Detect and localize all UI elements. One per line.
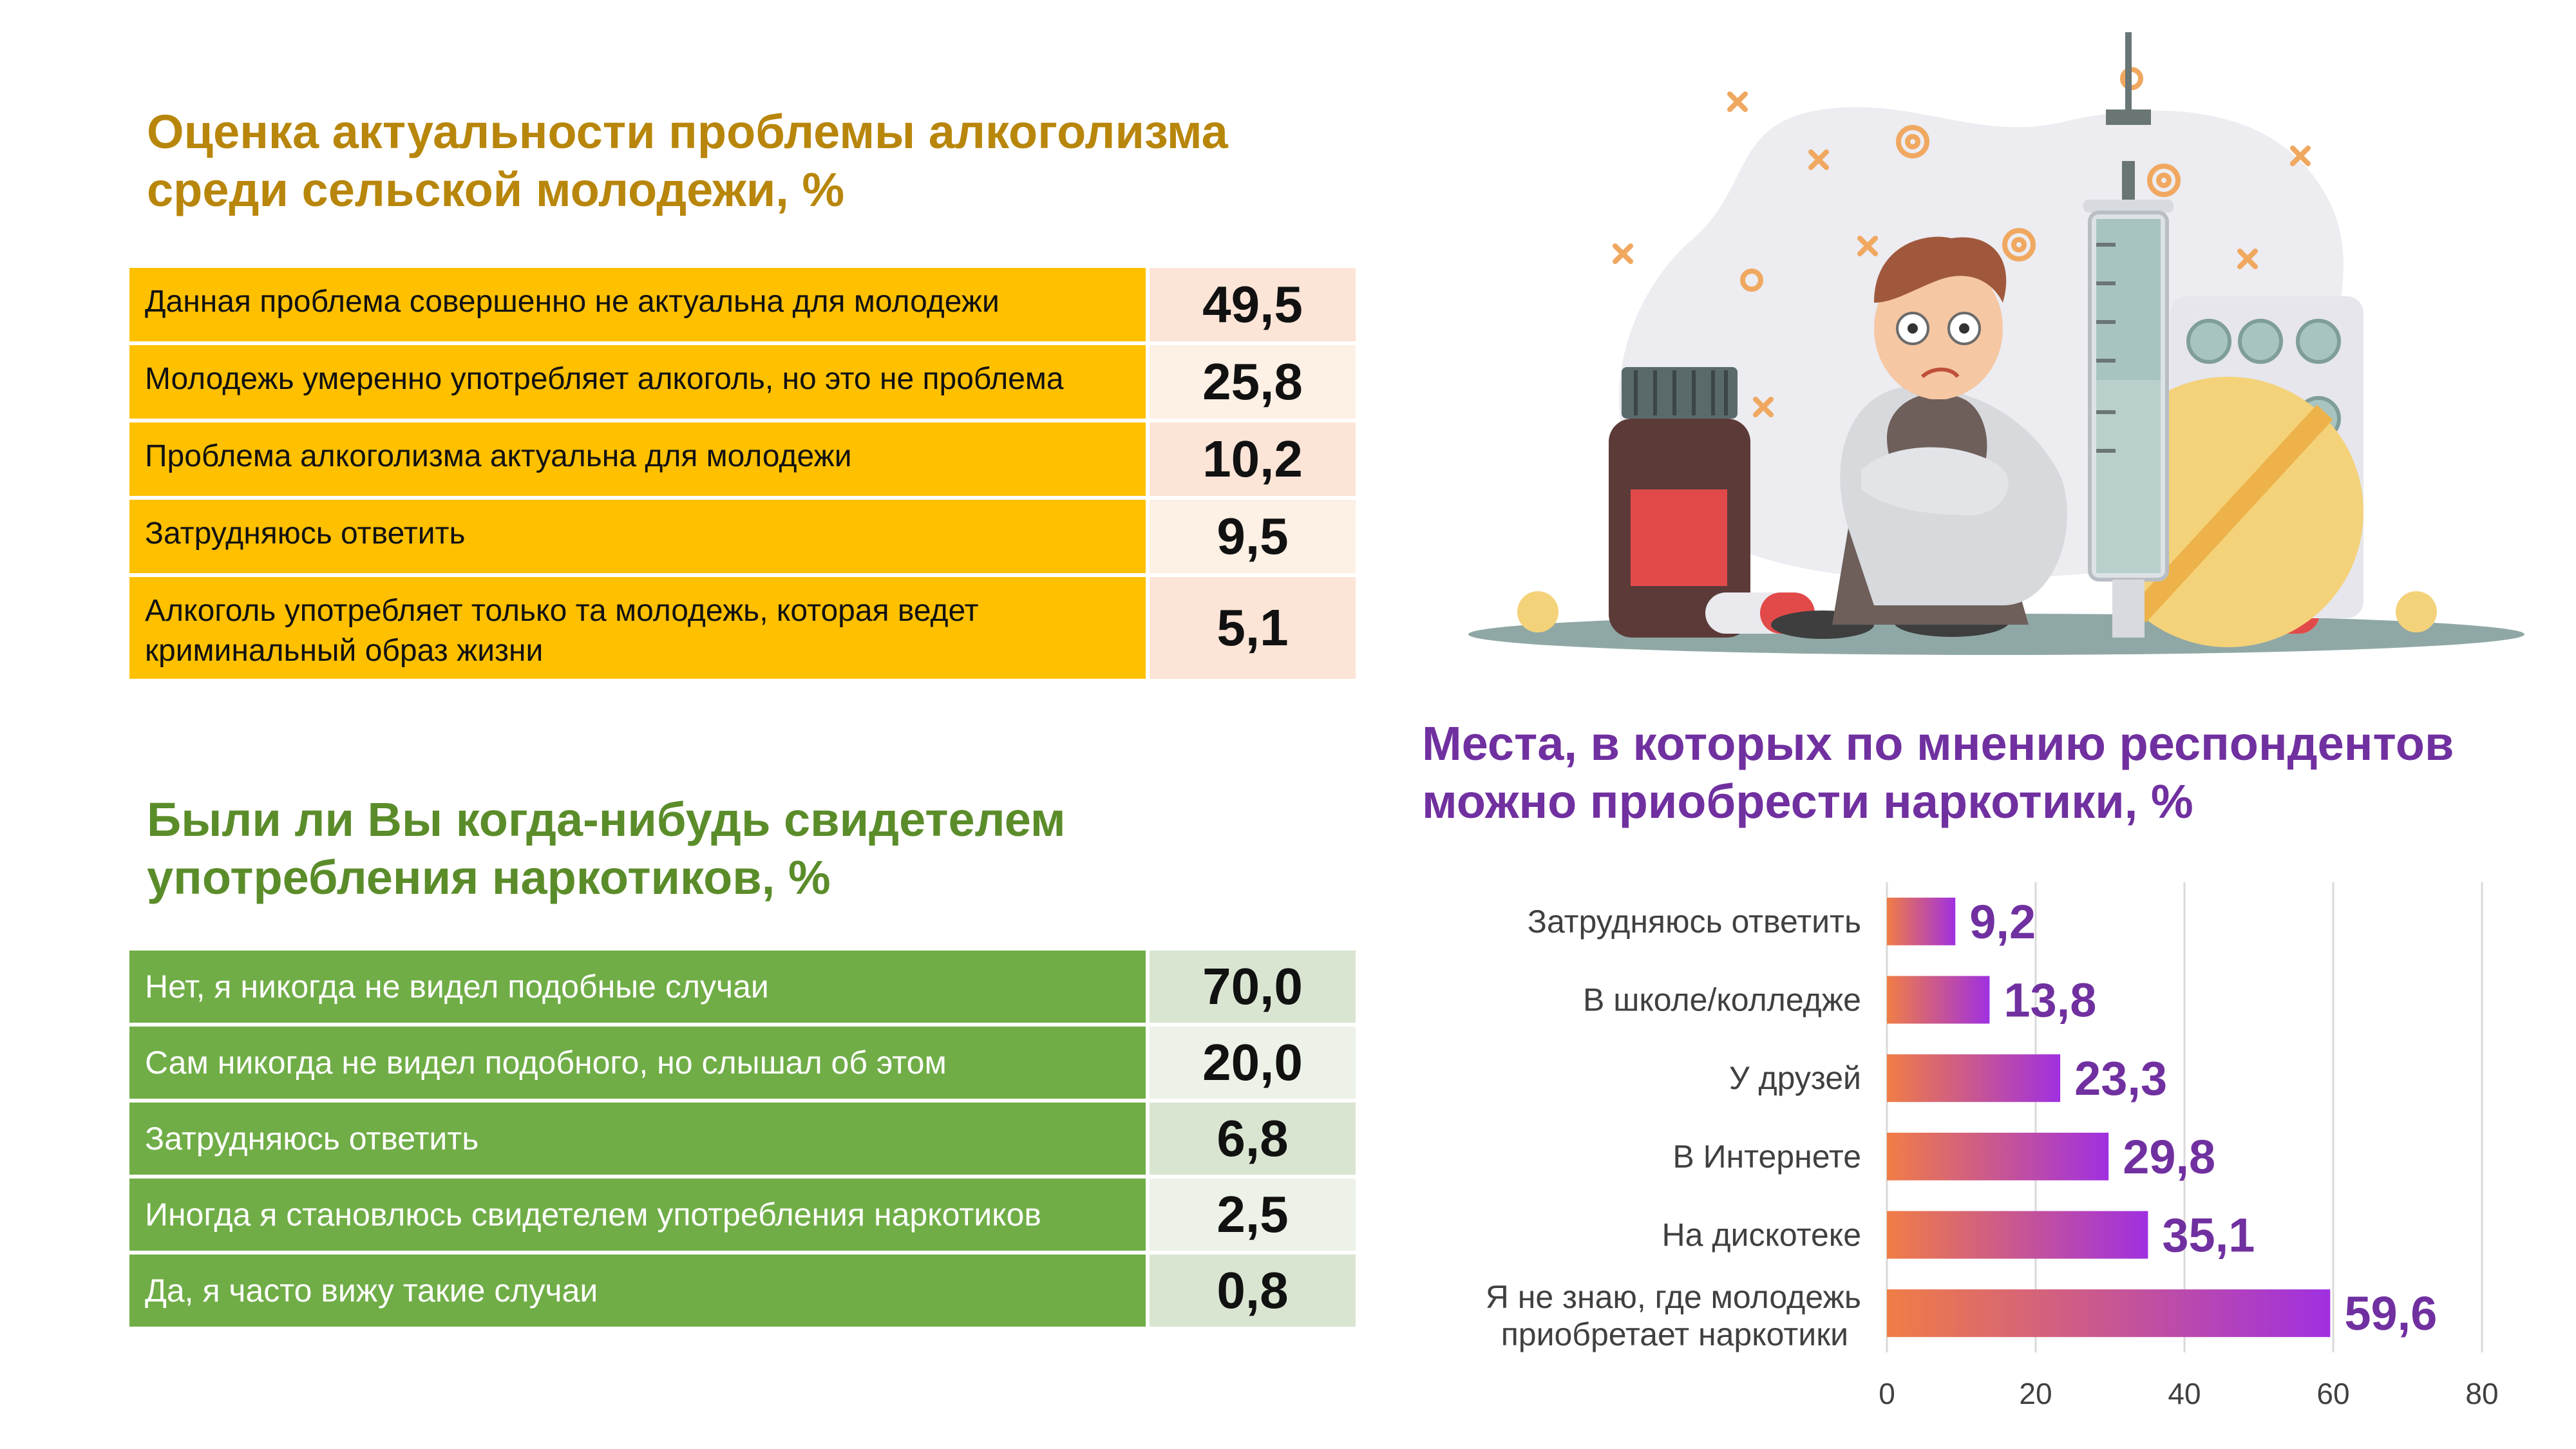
- bar: [1887, 1054, 2061, 1103]
- x-tick-label: 0: [1879, 1377, 1895, 1410]
- table-row: Нет, я никогда не видел подобные случаи …: [126, 947, 1359, 1027]
- row-value: 25,8: [1146, 341, 1359, 422]
- drug-sources-bar-chart: 0 20 40 60 80 9,2 Затрудняюсь ответить 13,8 В шк…: [1486, 882, 2499, 1410]
- bar: [1887, 1132, 2109, 1180]
- sad-boy-illustration-icon: [1468, 32, 2524, 655]
- row-value: 49,5: [1146, 264, 1359, 345]
- category-label: Затрудняюсь ответить: [1528, 904, 1861, 940]
- data-label: 59,6: [2344, 1287, 2437, 1340]
- table-row: Алкоголь употребляет только та молодежь,…: [126, 573, 1359, 683]
- row-label: Молодежь умеренно употребляет алкоголь, …: [126, 341, 1150, 422]
- table-row: Да, я часто вижу такие случаи 0,8: [126, 1251, 1359, 1331]
- x-tick-label: 80: [2465, 1377, 2498, 1410]
- row-value: 10,2: [1146, 419, 1359, 500]
- row-value: 5,1: [1146, 573, 1359, 683]
- data-label: 13,8: [2003, 974, 2096, 1027]
- row-value: 0,8: [1146, 1251, 1359, 1331]
- row-label: Данная проблема совершенно не актуальна …: [126, 264, 1150, 345]
- table-row: Проблема алкоголизма актуальна для молод…: [126, 419, 1359, 500]
- table-row: Иногда я становлюсь свидетелем употребле…: [126, 1175, 1359, 1255]
- category-label: Я не знаю, где молодежь приобретает нарко…: [1486, 1279, 1861, 1352]
- data-label: 23,3: [2074, 1052, 2167, 1105]
- table-row: Затрудняюсь ответить 6,8: [126, 1099, 1359, 1179]
- row-label: Да, я часто вижу такие случаи: [126, 1251, 1150, 1331]
- row-value: 6,8: [1146, 1099, 1359, 1179]
- bar: [1887, 1211, 2148, 1259]
- alcohol-survey-table: Данная проблема совершенно не актуальна …: [126, 264, 1359, 683]
- row-value: 2,5: [1146, 1175, 1359, 1255]
- x-tick-label: 40: [2168, 1377, 2201, 1410]
- data-label: 29,8: [2123, 1130, 2215, 1184]
- bar: [1887, 897, 1956, 945]
- category-label: У друзей: [1729, 1060, 1861, 1096]
- table-row: Данная проблема совершенно не актуальна …: [126, 264, 1359, 345]
- row-label: Сам никогда не видел подобного, но слыша…: [126, 1023, 1150, 1103]
- bar: [1887, 976, 1990, 1024]
- category-label: На дискотеке: [1662, 1217, 1861, 1253]
- row-value: 70,0: [1146, 947, 1359, 1027]
- data-label: 35,1: [2162, 1209, 2255, 1262]
- x-tick-label: 60: [2316, 1377, 2349, 1410]
- row-value: 9,5: [1146, 496, 1359, 577]
- row-label: Проблема алкоголизма актуальна для молод…: [126, 419, 1150, 500]
- table-row: Молодежь умеренно употребляет алкоголь, …: [126, 341, 1359, 422]
- bar: [1887, 1289, 2331, 1338]
- row-label: Нет, я никогда не видел подобные случаи: [126, 947, 1150, 1027]
- row-value: 20,0: [1146, 1023, 1359, 1103]
- row-label: Алкоголь употребляет только та молодежь,…: [126, 573, 1150, 683]
- row-label: Иногда я становлюсь свидетелем употребле…: [126, 1175, 1150, 1255]
- chart-title: Места, в которых по мнению респондентов …: [1422, 717, 2454, 828]
- row-label: Затрудняюсь ответить: [126, 496, 1150, 577]
- alcohol-survey-title: Оценка актуальности проблемы алкоголизма…: [147, 105, 1228, 216]
- drugs-witness-table: Нет, я никогда не видел подобные случаи …: [126, 947, 1359, 1331]
- table-row: Затрудняюсь ответить 9,5: [126, 496, 1359, 577]
- drugs-witness-title: Были ли Вы когда-нибудь свидетелем употр…: [147, 793, 1066, 904]
- category-label: В школе/колледже: [1583, 982, 1861, 1018]
- category-label: В Интернете: [1672, 1139, 1861, 1175]
- x-tick-label: 20: [2019, 1377, 2052, 1410]
- table-row: Сам никогда не видел подобного, но слыша…: [126, 1023, 1359, 1103]
- data-label: 9,2: [1969, 895, 2036, 949]
- row-label: Затрудняюсь ответить: [126, 1099, 1150, 1179]
